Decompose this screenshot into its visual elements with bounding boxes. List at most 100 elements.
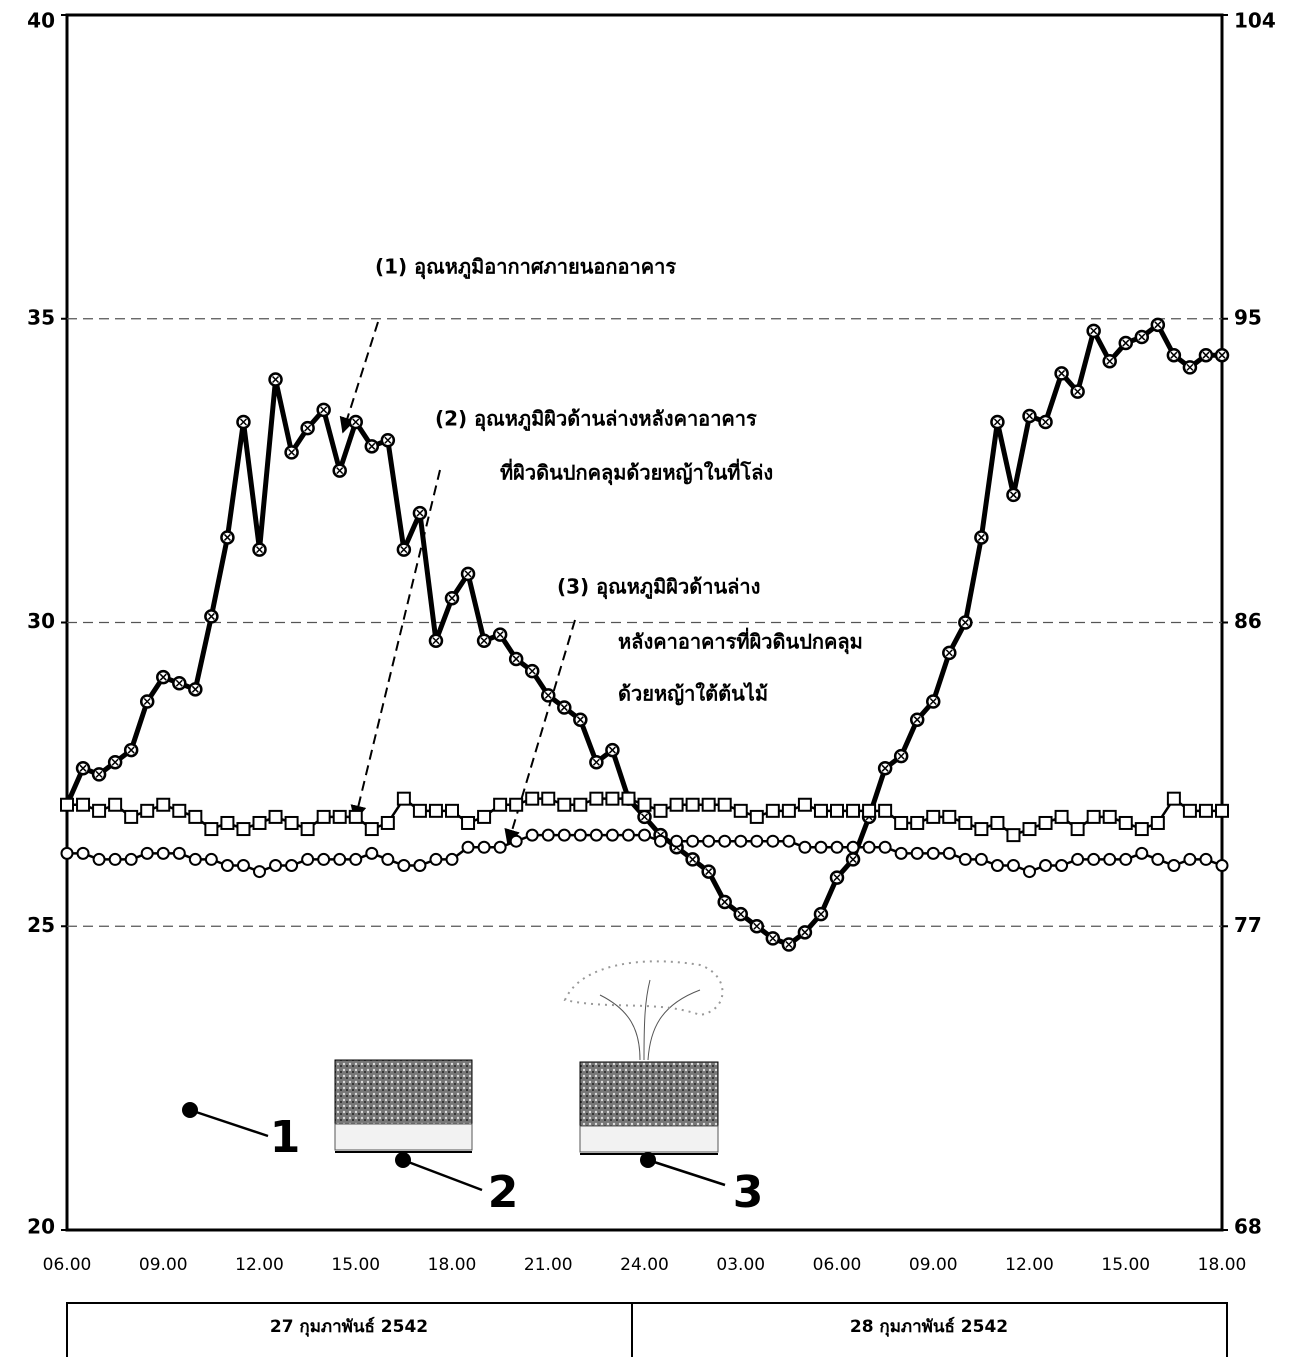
data-point [911, 817, 923, 829]
data-point [895, 817, 907, 829]
data-point [286, 817, 298, 829]
data-point [366, 848, 377, 859]
data-point [1120, 817, 1132, 829]
data-point [799, 842, 810, 853]
series [62, 830, 1228, 877]
data-point [559, 830, 570, 841]
data-point [350, 811, 362, 823]
data-point [847, 805, 859, 817]
data-point [1056, 811, 1068, 823]
data-point [815, 908, 827, 920]
data-point [703, 799, 715, 811]
data-point [895, 750, 907, 762]
data-point [125, 811, 137, 823]
data-point [157, 671, 169, 683]
data-point [1184, 805, 1196, 817]
data-point [286, 446, 298, 458]
data-point [703, 836, 714, 847]
annotation: (3) อุณหภูมิผิวด้านล่าง [557, 575, 760, 601]
data-point [189, 811, 201, 823]
data-point [959, 617, 971, 629]
data-point [93, 805, 105, 817]
annotation: (1) อุณหภูมิอากาศภายนอกอาคาร [375, 255, 676, 281]
data-point [927, 695, 939, 707]
data-point [1072, 386, 1084, 398]
data-point [671, 836, 682, 847]
data-point [751, 920, 763, 932]
date-label: 27 กุมภาพันธ์ 2542 [270, 1316, 428, 1337]
y2-tick-label: 86 [1234, 609, 1262, 633]
data-point [991, 416, 1003, 428]
x-tick-label: 09.00 [909, 1255, 958, 1275]
data-point [494, 629, 506, 641]
data-point [1056, 367, 1068, 379]
data-point [1088, 811, 1100, 823]
data-point [975, 823, 987, 835]
data-point [558, 799, 570, 811]
diagram-label: 3 [733, 1167, 764, 1218]
data-point [687, 836, 698, 847]
x-tick-label: 06.00 [43, 1255, 92, 1275]
data-point [61, 799, 73, 811]
data-point [815, 842, 826, 853]
data-point [719, 896, 731, 908]
data-point [751, 811, 763, 823]
data-point [1024, 410, 1036, 422]
data-point [270, 374, 282, 386]
data-point [158, 848, 169, 859]
data-point [1104, 355, 1116, 367]
data-point [318, 854, 329, 865]
data-point [928, 848, 939, 859]
chart: 1 2 3 (1) อุณหภูมิอากาศภายนอกอาคาร (2) อ… [0, 0, 1316, 1357]
data-point [77, 799, 89, 811]
data-point [270, 811, 282, 823]
data-point [1184, 361, 1196, 373]
data-point [462, 817, 474, 829]
data-point [751, 836, 762, 847]
data-point [735, 908, 747, 920]
data-point [270, 860, 281, 871]
data-point [302, 854, 313, 865]
data-point [93, 768, 105, 780]
data-point [414, 507, 426, 519]
data-point [478, 635, 490, 647]
data-point [478, 811, 490, 823]
data-point [879, 762, 891, 774]
data-point [1024, 823, 1036, 835]
data-point [1216, 805, 1228, 817]
y2-tick-label: 77 [1234, 913, 1262, 937]
data-point [783, 836, 794, 847]
data-point [558, 702, 570, 714]
data-point [286, 860, 297, 871]
data-point [542, 793, 554, 805]
data-point [1152, 817, 1164, 829]
data-point [222, 860, 233, 871]
data-point [366, 440, 378, 452]
data-point [1104, 854, 1115, 865]
data-point [141, 695, 153, 707]
y-tick-label: 30 [27, 609, 55, 633]
data-point [542, 689, 554, 701]
x-tick-label: 12.00 [1005, 1255, 1054, 1275]
data-point [398, 860, 409, 871]
data-point [575, 830, 586, 841]
data-point [398, 793, 410, 805]
data-point [912, 848, 923, 859]
data-point [382, 854, 393, 865]
data-point [687, 799, 699, 811]
y2-tick-label: 104 [1234, 9, 1276, 33]
data-point [911, 714, 923, 726]
y-tick-label: 20 [27, 1215, 55, 1239]
data-point [430, 805, 442, 817]
data-point [1217, 860, 1228, 871]
x-tick-label: 15.00 [1101, 1255, 1150, 1275]
data-point [591, 830, 602, 841]
diagram-label: 1 [270, 1112, 301, 1163]
data-point [1136, 848, 1147, 859]
y2-tick-label: 68 [1234, 1215, 1262, 1239]
annotation: หลังคาอาคารที่ผิวดินปกคลุม [618, 627, 863, 655]
data-point [1168, 793, 1180, 805]
data-point [334, 811, 346, 823]
data-point [1200, 349, 1212, 361]
data-point [639, 799, 651, 811]
